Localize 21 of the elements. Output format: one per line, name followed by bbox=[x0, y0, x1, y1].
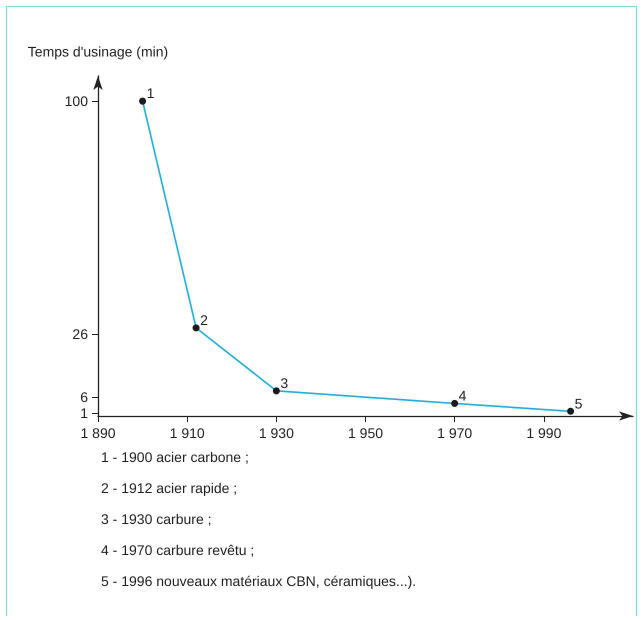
annotation: 4 bbox=[458, 387, 467, 404]
text: 1 - 1900 acier carbone ; bbox=[101, 448, 250, 467]
x-tick-label: 1 990 bbox=[526, 425, 562, 441]
annotation: 2 bbox=[200, 312, 208, 328]
y-tick-label: 100 bbox=[64, 93, 88, 110]
x-tick-label: 1 930 bbox=[258, 425, 294, 441]
y-tick-label: 1 bbox=[80, 404, 88, 421]
y-tick-label: 6 bbox=[80, 389, 88, 406]
y-axis-title: Temps d'usinage (min) bbox=[28, 44, 168, 60]
text: 2 - 1912 acier rapide ; bbox=[101, 479, 238, 498]
annotation: 1 bbox=[146, 85, 155, 102]
text: 4 - 1970 carbure revêtu ; bbox=[101, 541, 256, 560]
annotation: 5 bbox=[574, 395, 583, 412]
x-tick-label: 1 890 bbox=[80, 425, 116, 441]
annotation: 3 bbox=[280, 374, 288, 391]
text: 3 - 1930 carbure ; bbox=[101, 510, 213, 529]
x-tick-label: 1 970 bbox=[437, 425, 472, 441]
x-tick-label: 1 950 bbox=[348, 425, 384, 441]
x-tick-label: 1 910 bbox=[170, 425, 205, 441]
y-tick-label: 26 bbox=[72, 326, 88, 342]
text: 5 - 1996 nouveaux matériaux CBN, céramiques...). bbox=[101, 572, 416, 591]
